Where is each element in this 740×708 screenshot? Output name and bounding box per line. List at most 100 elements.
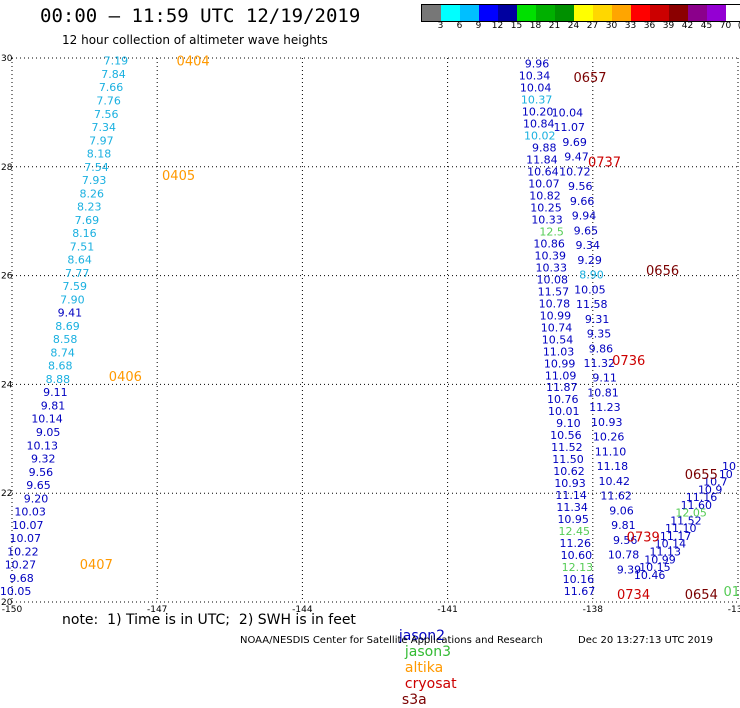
wave-height-value: 9.20 (24, 492, 49, 505)
wave-height-value: 8.90 (579, 269, 604, 282)
map-axis-ticks: -150 -147 -144 -141 -138 -135 30 28 26 24 22 20 (1, 54, 740, 615)
wave-height-value: 9.81 (611, 519, 636, 532)
footer-note: note: 1) Time is in UTC; 2) SWH is in fe… (62, 612, 356, 628)
pass-time-label: 0655 (685, 468, 718, 483)
wave-height-value: 9.35 (587, 328, 612, 341)
pass-time-label: 0406 (109, 370, 142, 385)
legend-jason3: jason3 (404, 644, 452, 660)
wave-height-value: 11.87 (546, 381, 578, 394)
wave-height-value: 10.46 (634, 569, 666, 582)
y-tick-label: 26 (1, 272, 13, 282)
wave-height-value: 11.32 (583, 357, 615, 370)
color-legend-label: 21 (548, 21, 561, 31)
wave-height-value: 10.72 (559, 165, 591, 178)
wave-height-value: 10.05 (574, 283, 606, 296)
wave-height-value: 11.58 (576, 298, 608, 311)
wave-height-value: 11.13 (649, 545, 681, 558)
pass-time-label: 0739 (627, 531, 660, 546)
wave-height-value: 11.60 (681, 499, 713, 512)
wave-height-value: 10.93 (591, 416, 623, 429)
timestamp-text: Dec 20 13:27:13 UTC 2019 (578, 635, 713, 646)
wave-height-value: 8.69 (55, 320, 80, 333)
wave-height-value: 9.31 (585, 313, 610, 326)
pass-time-label: 0654 (685, 588, 718, 603)
wave-height-value: 11.10 (595, 445, 627, 458)
color-legend-label: 70 (719, 21, 732, 31)
x-tick-label: -150 (2, 605, 23, 615)
wave-height-value: 10.39 (534, 249, 566, 262)
wave-height-value: 12.05 (675, 507, 707, 520)
wave-height-value: 10.27 (5, 559, 37, 572)
color-legend-label: 12 (491, 21, 504, 31)
wave-height-value: 9.86 (589, 342, 614, 355)
pass-time-label: 0656 (646, 264, 679, 279)
color-legend-label: 24 (567, 21, 580, 31)
color-swatch (422, 5, 441, 21)
color-swatch (574, 5, 593, 21)
color-legend-label: 42 (681, 21, 694, 31)
legend-s3a: s3a (401, 692, 427, 708)
wave-height-value: 12.45 (558, 525, 590, 538)
color-swatch (517, 5, 536, 21)
color-swatch (612, 5, 631, 21)
wave-height-value: 10.14 (655, 538, 687, 551)
wave-height-value: 10.22 (7, 545, 39, 558)
legend-altika: altika (404, 660, 444, 676)
color-swatch (707, 5, 726, 21)
wave-height-value: 11.67 (564, 585, 596, 598)
wave-height-value: 11.52 (670, 514, 702, 527)
color-legend-label: 18 (529, 21, 542, 31)
wave-height-value: 9.10 (556, 417, 581, 430)
wave-height-value: 9.65 (574, 224, 599, 237)
wave-height-value: 7.93 (82, 174, 107, 187)
color-swatch (479, 5, 498, 21)
wave-height-value: 9.56 (29, 466, 54, 479)
wave-height-value: 10.7 (703, 476, 728, 489)
color-legend-label: 45 (700, 21, 713, 31)
color-legend-label: 3 (437, 21, 444, 31)
wave-height-value: 9.47 (564, 151, 589, 164)
pass-time-labels: 0404 0405 0406 0407 0657 0737 0656 0736 0655 0739… (80, 55, 740, 603)
wave-height-value: 10.13 (26, 439, 58, 452)
wave-height-value: 8.74 (50, 346, 75, 359)
x-tick-label: -147 (147, 605, 167, 615)
wave-height-value: 11.07 (553, 121, 585, 134)
wave-height-value: 10.33 (531, 213, 563, 226)
wave-height-value: 10.07 (10, 532, 42, 545)
wave-height-value: 9.56 (568, 180, 593, 193)
wave-height-value: 7.34 (92, 121, 117, 134)
wave-height-value: 10.07 (528, 177, 560, 190)
wave-height-value: 9.68 (9, 572, 34, 585)
pass-time-label: 0734 (617, 588, 650, 603)
wave-height-value: 10.01 (548, 405, 580, 418)
wave-height-value: 10.54 (542, 333, 574, 346)
color-legend-label: 30 (605, 21, 618, 31)
wave-height-value: 10.03 (14, 506, 46, 519)
wave-height-map: -150 -147 -144 -141 -138 -135 30 28 26 24 22 20 7.1… (0, 54, 740, 615)
wave-height-value: 10.99 (544, 357, 576, 370)
wave-height-value: 9.96 (525, 57, 550, 70)
wave-height-value: 8.88 (46, 373, 71, 386)
wave-height-value: 7.19 (104, 55, 129, 68)
wave-height-value: 9.41 (58, 307, 83, 320)
wave-height-value: 9.11 (592, 372, 617, 385)
wave-height-value: 9.29 (577, 254, 602, 267)
wave-height-value: 11.09 (545, 369, 577, 382)
wave-height-value: 7.51 (70, 240, 95, 253)
pass-time-label: 018 (723, 585, 740, 600)
wave-height-value: 10.86 (533, 237, 565, 250)
wave-height-value: 8.26 (79, 187, 104, 200)
wave-height-value: 10.07 (12, 519, 44, 532)
color-legend-label: 9 (475, 21, 482, 31)
color-legend-label: 6 (456, 21, 463, 31)
color-legend-label: 15 (510, 21, 523, 31)
wave-height-value: 7.97 (89, 134, 114, 147)
wave-height-value: 10.74 (541, 321, 573, 334)
color-swatch (593, 5, 612, 21)
wave-height-value: 10.02 (524, 129, 556, 142)
color-swatch (441, 5, 460, 21)
color-legend-label: (ft) (735, 21, 740, 31)
color-legend-label: 27 (586, 21, 599, 31)
map-title: 00:00 – 11:59 UTC 12/19/2019 (40, 5, 361, 27)
wave-height-value: 10.33 (536, 261, 568, 274)
